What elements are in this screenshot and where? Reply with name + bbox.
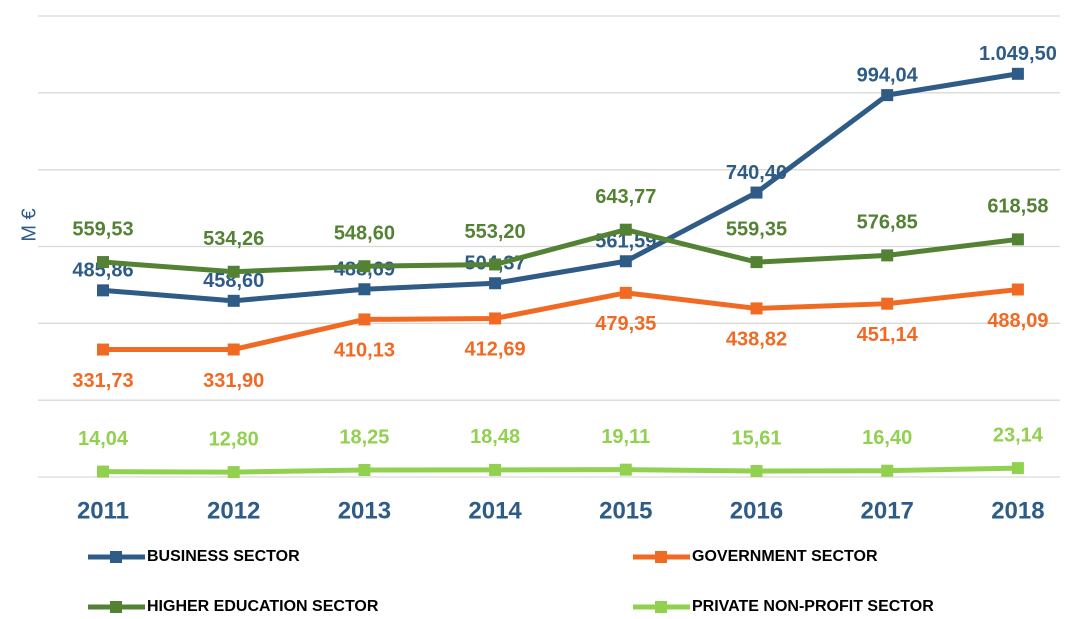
data-label: 458,60 — [203, 270, 264, 292]
marker — [750, 256, 763, 269]
y-axis-label: M € — [18, 208, 40, 241]
data-label: 1.049,50 — [979, 43, 1057, 65]
data-label: 12,80 — [209, 428, 259, 450]
marker — [1011, 67, 1024, 80]
data-label: 19,11 — [601, 426, 650, 448]
x-tick-label: 2014 — [468, 497, 522, 524]
marker — [881, 89, 894, 102]
marker — [489, 277, 502, 290]
data-label: 410,13 — [334, 340, 395, 362]
line — [102, 227, 1019, 275]
marker — [619, 463, 632, 476]
data-label: 534,26 — [203, 228, 264, 250]
marker — [227, 466, 240, 479]
marker — [358, 260, 371, 273]
marker — [358, 463, 371, 476]
legend-label: PRIVATE NON-PROFIT SECTOR — [692, 598, 934, 615]
data-label: 618,58 — [987, 196, 1048, 218]
data-label: 559,35 — [726, 218, 787, 240]
marker — [358, 313, 371, 326]
marker — [881, 249, 894, 262]
data-label: 331,90 — [203, 370, 264, 392]
data-label: 643,77 — [595, 186, 656, 208]
x-tick-label: 2012 — [207, 497, 260, 524]
legend-marker — [110, 601, 122, 613]
data-label: 15,61 — [731, 427, 781, 449]
data-label: 740,40 — [726, 162, 787, 184]
data-label: 14,04 — [78, 428, 129, 450]
marker — [1011, 462, 1024, 475]
legend-label: HIGHER EDUCATION SECTOR — [147, 598, 379, 615]
marker — [489, 312, 502, 325]
marker — [750, 302, 763, 315]
data-label: 16,40 — [862, 427, 912, 449]
marker — [358, 283, 371, 296]
marker — [619, 255, 632, 268]
data-label: 559,53 — [72, 218, 133, 240]
data-label: 548,60 — [334, 223, 395, 245]
line — [102, 71, 1019, 304]
marker — [881, 464, 894, 477]
marker — [97, 256, 109, 269]
legend-label: GOVERNMENT SECTOR — [692, 548, 878, 565]
x-tick-label: 2016 — [730, 497, 783, 524]
marker — [489, 463, 502, 476]
line — [102, 287, 1019, 353]
legend-marker — [655, 601, 667, 613]
data-label: 18,48 — [470, 426, 520, 448]
marker — [227, 265, 240, 278]
marker — [750, 186, 763, 199]
marker — [1011, 233, 1024, 246]
legend-marker — [110, 551, 122, 563]
marker — [227, 294, 240, 307]
legend-label: BUSINESS SECTOR — [147, 548, 300, 565]
line — [102, 465, 1018, 475]
legend-marker — [655, 551, 667, 563]
marker — [97, 465, 109, 478]
marker — [489, 258, 502, 271]
marker — [97, 343, 109, 356]
data-label: 994,04 — [857, 64, 919, 86]
data-label: 553,20 — [465, 221, 526, 243]
marker — [619, 286, 632, 299]
data-label: 451,14 — [857, 324, 919, 346]
marker — [1011, 283, 1024, 296]
marker — [97, 284, 109, 297]
x-tick-label: 2011 — [77, 497, 129, 524]
data-label: 479,35 — [595, 313, 656, 335]
marker — [619, 223, 632, 236]
data-label: 18,25 — [339, 426, 389, 448]
data-label: 331,73 — [72, 370, 133, 392]
data-label: 23,14 — [993, 424, 1044, 446]
data-label: 438,82 — [726, 329, 787, 351]
marker — [227, 343, 240, 356]
x-tick-label: 2013 — [338, 497, 391, 524]
x-tick-label: 2018 — [991, 497, 1044, 524]
marker — [750, 465, 763, 478]
x-tick-label: 2015 — [599, 497, 652, 524]
data-label: 412,69 — [465, 339, 526, 361]
marker — [881, 297, 894, 310]
data-label: 576,85 — [857, 212, 918, 234]
x-tick-label: 2017 — [861, 497, 914, 524]
data-label: 488,09 — [987, 310, 1048, 332]
